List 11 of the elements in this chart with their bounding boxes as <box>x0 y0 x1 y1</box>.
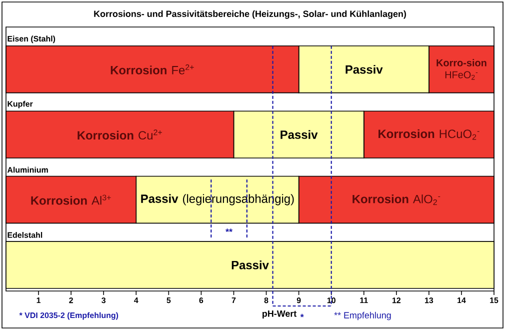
chart-title: Korrosions- und Passivitätsbereiche (Heizungs-, Solar- und Kühlanlagen) <box>94 10 406 19</box>
text: ** Empfehlung <box>334 312 391 320</box>
series-label: Passiv <box>232 260 269 270</box>
series-label: Passiv <box>346 64 383 74</box>
series-label: Passiv <box>280 130 318 139</box>
text: * <box>300 314 304 318</box>
series-label: Korrosion Al$^{3+}$ <box>31 194 111 205</box>
annotation: ** <box>226 228 232 232</box>
series-label: Korrosion Fe$^{2+}$ <box>110 64 194 74</box>
series-label: Korrosion Cu$^{2+}$ <box>78 130 162 140</box>
x-axis-title: pH-Wert <box>262 310 297 319</box>
